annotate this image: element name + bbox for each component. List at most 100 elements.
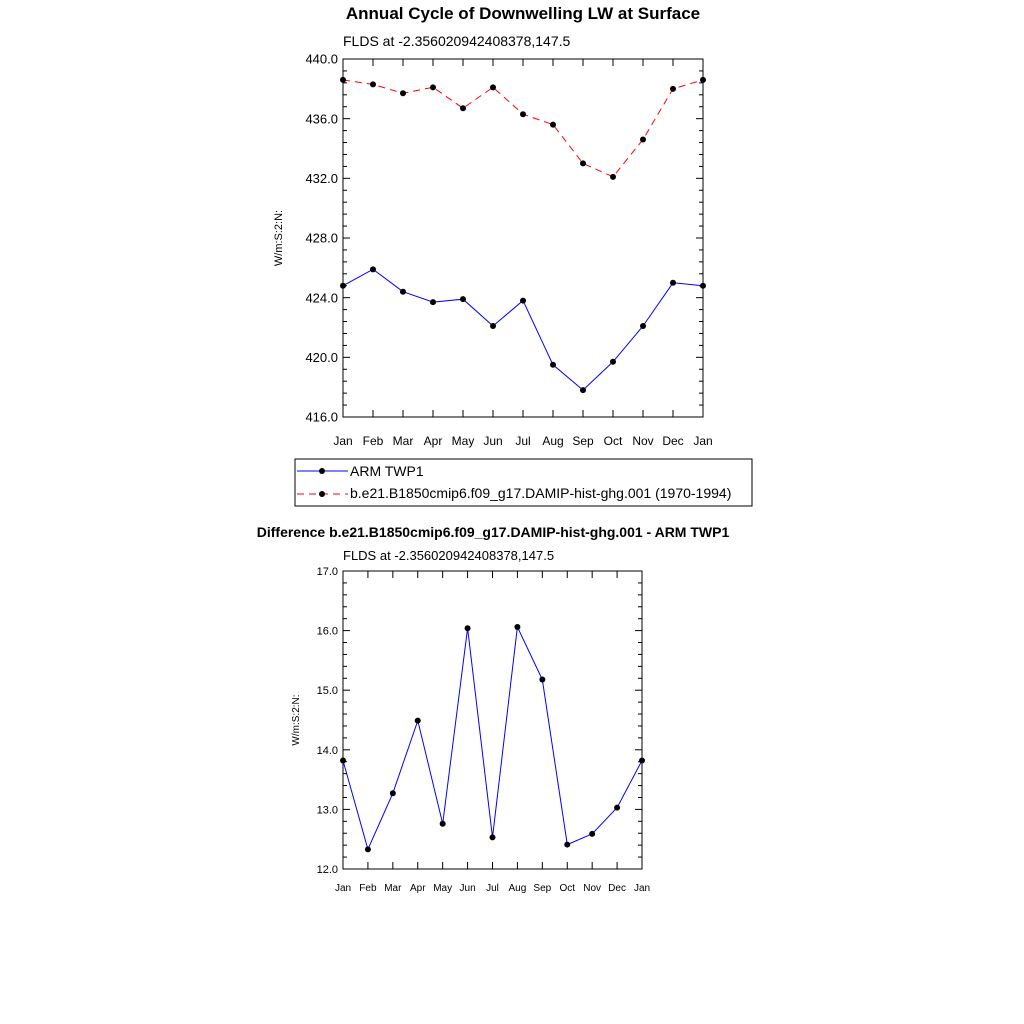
x-tick-label: Oct	[559, 883, 575, 894]
x-tick-label: Aug	[542, 434, 563, 448]
y-tick-label: 416.0	[305, 410, 338, 425]
series-line-1	[342, 79, 704, 178]
legend-label-obs: ARM TWP1	[350, 463, 424, 479]
y-tick-label: 432.0	[305, 171, 338, 186]
data-point	[589, 830, 596, 837]
chart2-subtitle: FLDS at -2.356020942408378,147.5	[343, 548, 554, 563]
chart1-legend: ARM TWP1 b.e21.B1850cmip6.f09_g17.DAMIP-…	[294, 458, 753, 507]
data-point	[539, 676, 546, 683]
chart1-ticks: Jan Feb Mar Apr May Jun Jul Aug Sep Oct Nov Dec Jan 4…	[305, 52, 712, 448]
data-point	[439, 820, 446, 827]
data-point	[400, 288, 406, 295]
y-tick-label: 14.0	[317, 745, 338, 757]
x-tick-label: Jun	[460, 883, 476, 894]
x-tick-label: Jan	[693, 434, 712, 448]
data-point	[514, 624, 521, 631]
data-point	[670, 85, 676, 92]
x-tick-label: Apr	[410, 883, 426, 894]
y-tick-label: 17.0	[317, 566, 338, 578]
data-point	[580, 387, 586, 394]
chart2-series	[340, 624, 645, 853]
y-tick-label: 428.0	[305, 231, 338, 246]
x-tick-label: Dec	[662, 434, 683, 448]
chart1-y-axis-label: W/m:S:2:N:	[273, 210, 285, 266]
data-point	[580, 160, 586, 167]
x-tick-label: Oct	[604, 434, 623, 448]
data-point	[700, 282, 706, 289]
x-tick-label: Apr	[424, 434, 443, 448]
legend-marker-model	[319, 491, 325, 497]
data-point	[370, 81, 376, 88]
x-tick-label: Jul	[486, 883, 499, 894]
data-point	[340, 282, 346, 289]
chart2-ticks: Jan Feb Mar Apr May Jun Jul Aug Sep Oct Nov Dec Jan 1…	[317, 566, 650, 894]
data-point	[520, 297, 526, 304]
y-tick-label: 13.0	[317, 804, 338, 816]
chart1-subtitle: FLDS at -2.356020942408378,147.5	[343, 33, 571, 49]
chart1-title: Annual Cycle of Downwelling LW at Surfac…	[346, 4, 700, 23]
data-point	[640, 136, 646, 143]
x-tick-label: Sep	[572, 434, 594, 448]
data-point	[700, 76, 706, 83]
chart-annual-cycle: Annual Cycle of Downwelling LW at Surfac…	[273, 4, 753, 507]
x-tick-label: May	[433, 883, 452, 894]
data-point	[414, 717, 421, 724]
chart2-plot-frame	[342, 570, 643, 870]
data-point	[614, 804, 621, 811]
data-point	[610, 358, 616, 365]
data-point	[639, 757, 645, 764]
data-point	[610, 173, 616, 180]
legend-marker-obs	[319, 468, 325, 474]
data-point	[400, 90, 406, 97]
data-point	[490, 84, 496, 91]
x-tick-label: Feb	[359, 883, 377, 894]
data-point	[340, 757, 346, 764]
data-point	[370, 266, 376, 273]
series-line-0	[342, 268, 704, 391]
data-point	[520, 111, 526, 118]
data-point	[550, 361, 556, 368]
data-point	[364, 846, 371, 853]
y-tick-label: 436.0	[305, 111, 338, 126]
y-tick-label: 440.0	[305, 52, 338, 67]
y-tick-label: 424.0	[305, 290, 338, 305]
x-tick-label: Nov	[632, 434, 653, 448]
x-tick-label: Jan	[335, 883, 351, 894]
x-tick-label: Feb	[363, 434, 384, 448]
data-point	[460, 105, 466, 112]
data-point	[430, 299, 436, 306]
legend-label-model: b.e21.B1850cmip6.f09_g17.DAMIP-hist-ghg.…	[350, 485, 731, 501]
x-tick-label: Jul	[515, 434, 530, 448]
y-tick-label: 16.0	[317, 626, 338, 638]
x-tick-label: Aug	[509, 883, 527, 894]
x-tick-label: Dec	[608, 883, 626, 894]
y-tick-label: 12.0	[317, 864, 338, 876]
data-point	[640, 323, 646, 330]
x-tick-label: Jan	[634, 883, 650, 894]
x-tick-label: Nov	[583, 883, 601, 894]
legend-box	[294, 458, 753, 507]
series-line-0	[342, 625, 643, 851]
x-tick-label: Sep	[533, 883, 551, 894]
data-point	[564, 841, 571, 848]
data-point	[489, 834, 496, 841]
x-tick-label: May	[452, 434, 475, 448]
data-point	[670, 279, 676, 286]
data-point	[389, 790, 396, 797]
x-tick-label: Mar	[384, 883, 402, 894]
x-tick-label: Jun	[483, 434, 502, 448]
x-tick-label: Mar	[393, 434, 414, 448]
x-tick-label: Jan	[333, 434, 352, 448]
chart2-title: Difference b.e21.B1850cmip6.f09_g17.DAMI…	[257, 524, 730, 540]
data-point	[340, 76, 346, 83]
y-tick-label: 15.0	[317, 685, 338, 697]
y-tick-label: 420.0	[305, 350, 338, 365]
data-point	[550, 121, 556, 128]
data-point	[464, 625, 471, 632]
data-point	[460, 296, 466, 303]
data-point	[490, 323, 496, 330]
data-point	[430, 84, 436, 91]
chart1-series	[340, 76, 706, 394]
chart-difference: Difference b.e21.B1850cmip6.f09_g17.DAMI…	[257, 524, 730, 894]
